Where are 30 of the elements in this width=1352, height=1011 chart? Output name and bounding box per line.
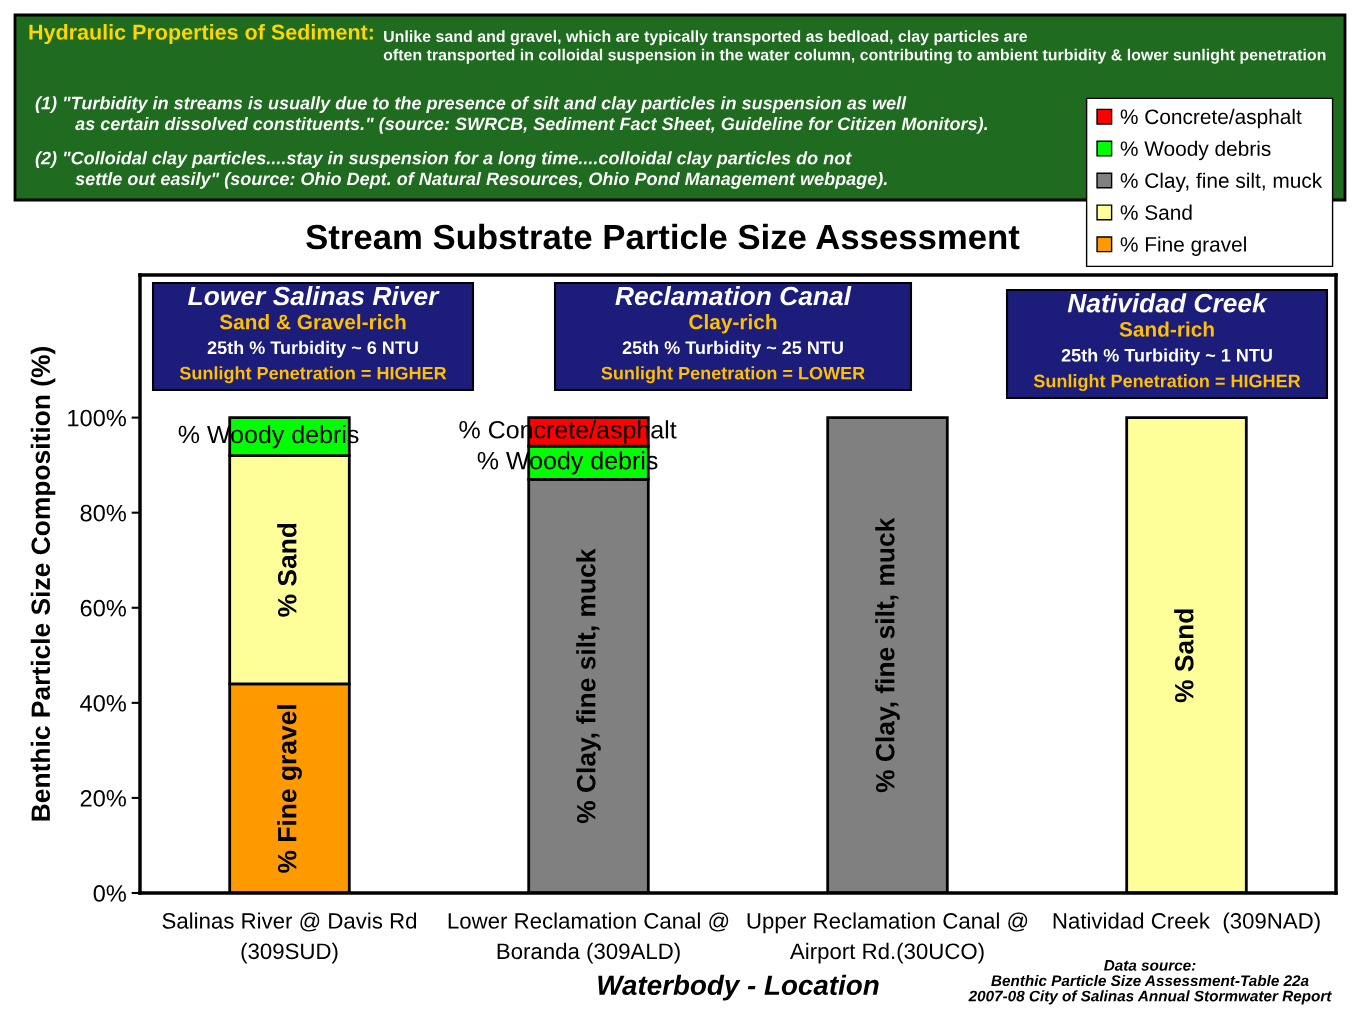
data-label: % Fine gravel: [277, 705, 302, 873]
legend-label: % Woody debris: [1120, 140, 1271, 161]
legend-label: % Sand: [1120, 204, 1192, 220]
y-tick-label: 40%: [80, 694, 126, 712]
data-label: % Clay, fine silt, muck: [875, 517, 900, 793]
x-tick-label: Salinas River @ Davis Rd (309SUD): [162, 912, 417, 964]
legend-label: % Concrete/asphalt: [1120, 108, 1302, 129]
data-label: % Sand: [1174, 609, 1194, 703]
data-label: % Clay, fine silt, muck: [576, 548, 601, 824]
y-tick-label: 80%: [80, 504, 126, 522]
text: Hydraulic Properties of Sediment:: [29, 23, 373, 45]
annotation: Lower Salinas River Sand & Gravel-rich 25th % Turbidity ~ 6 NTU Sunlight Penetration = HIGHER: [179, 285, 447, 384]
y-axis-title: Benthic Particle Size Composition (%): [30, 347, 56, 821]
annotation: Reclamation Canal Clay-rich 25th % Turbidity ~ 25 NTU Sunlight Penetration = LOWER: [601, 285, 865, 384]
y-tick-label: 100%: [68, 409, 126, 427]
annotation: Natividad Creek Sand-rich 25th % Turbidity ~ 1 NTU Sunlight Penetration = HIGHER: [1033, 293, 1301, 392]
x-axis-title: Waterbody - Location: [598, 974, 879, 1001]
data-label: % Sand: [277, 523, 297, 617]
x-tick-label: Upper Reclamation Canal @ Airport Rd.(30UCO): [747, 912, 1028, 964]
y-tick-label: 20%: [80, 789, 126, 807]
legend-label: % Clay, fine silt, muck: [1120, 172, 1323, 193]
legend-label: % Fine gravel: [1120, 236, 1246, 256]
text: (2) "Colloidal clay particles....stay in suspension for a long time....colloidal clay particles do not settle out easily" (source: Ohio Dept. of Natural Resources, Ohio Pond Management webpage).: [35, 151, 887, 189]
text: (1) "Turbidity in streams is usually due to the presence of silt and clay particles in suspension as well as certain dissolved constituents." (source: SWRCB, Sediment Fact Sheet, Guideline for Citizen Monitors).: [35, 96, 988, 134]
text: Unlike sand and gravel, which are typically transported as bedload, clay particles are often transported in colloidal suspension in the water column, contributing to ambient turbidity & lower sunlight penetration: [383, 30, 1326, 64]
x-tick-label: Lower Reclamation Canal @ Boranda (309ALD): [448, 912, 729, 964]
x-tick-label: Natividad Creek (309NAD): [1053, 912, 1320, 934]
y-tick-label: 60%: [80, 599, 126, 617]
chart-title: Stream Substrate Particle Size Assessment: [306, 223, 1020, 250]
y-tick-label: 0%: [93, 885, 126, 902]
